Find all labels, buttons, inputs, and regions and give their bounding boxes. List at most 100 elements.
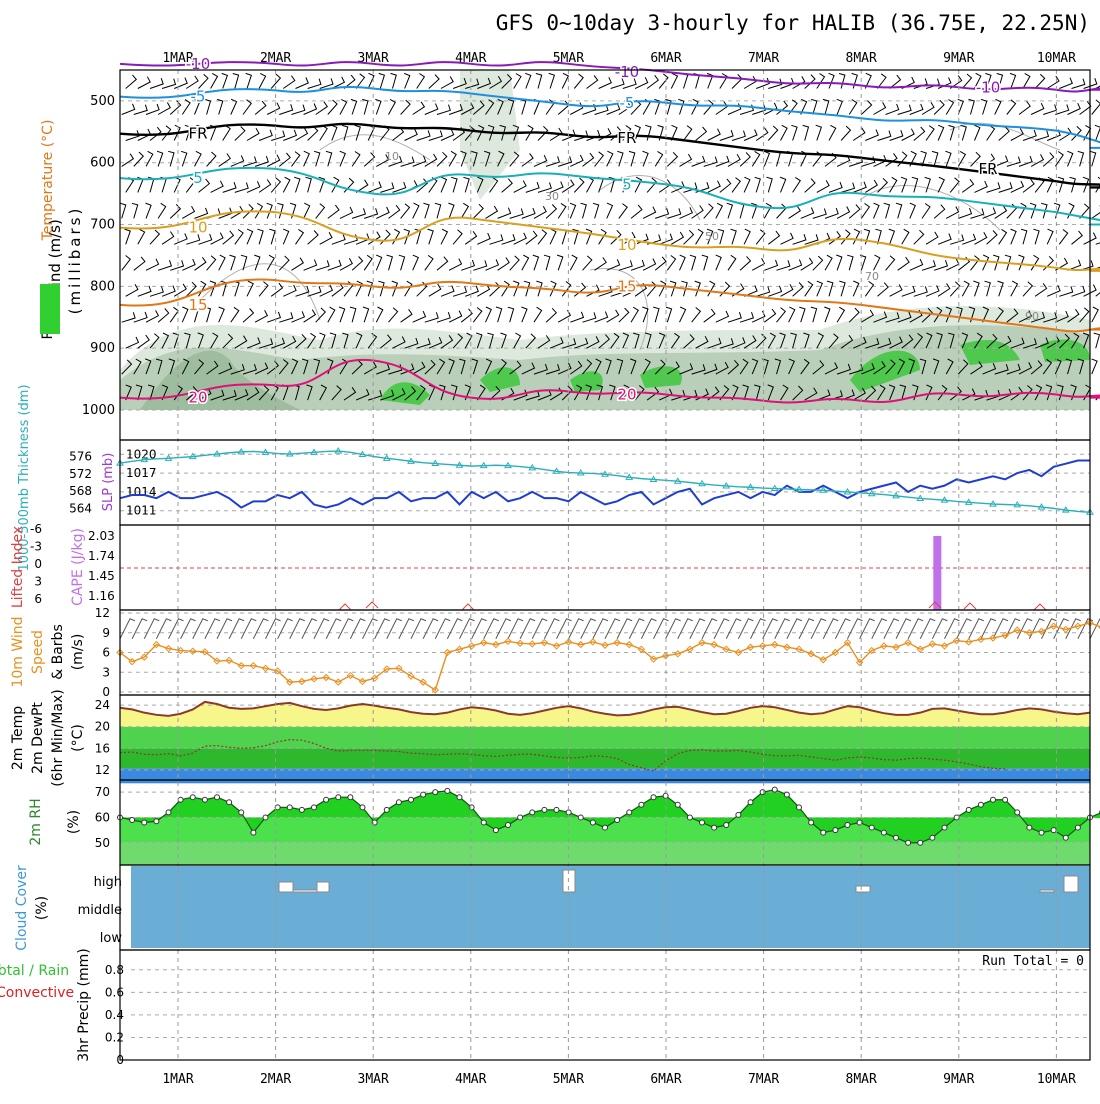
rh-marker <box>433 790 438 795</box>
wind-barb <box>946 259 959 270</box>
wind-barb <box>437 152 447 166</box>
surface-wind-barb <box>266 619 281 639</box>
wind-barbs-label: & Barbs <box>50 624 66 680</box>
wind-barb <box>461 203 468 218</box>
wind-barb <box>162 286 175 297</box>
wind-barb <box>890 177 897 192</box>
wind-barb <box>849 205 860 219</box>
wind-barb <box>817 281 823 296</box>
wind-barb <box>393 229 400 244</box>
surface-wind-barb <box>532 619 547 639</box>
wind-barb <box>853 182 866 193</box>
wind-barb <box>255 156 268 166</box>
wind-barb <box>328 307 335 322</box>
date-label-bottom: 9MAR <box>943 1072 974 1087</box>
wind-barb <box>647 178 656 193</box>
surface-wind-barb <box>811 619 826 639</box>
wind-barb <box>1068 103 1081 114</box>
wind-barb <box>950 178 959 193</box>
wind-barb <box>702 255 708 270</box>
wind-barb <box>1023 282 1032 297</box>
wind-barb <box>125 229 131 244</box>
surface-wind-barb <box>617 619 632 639</box>
wind-barb <box>961 125 967 140</box>
date-label-bottom: 10MAR <box>1037 1072 1076 1087</box>
rh-marker <box>675 802 680 807</box>
isotherm-label: FR <box>979 160 998 178</box>
isotherm-label: -5 <box>619 94 634 112</box>
rh-marker <box>251 830 256 835</box>
wind-barb <box>789 260 802 271</box>
wind-barb <box>296 128 308 140</box>
wind-barb <box>839 281 845 296</box>
wind-barb <box>985 281 991 296</box>
rh-marker <box>312 805 317 810</box>
rh-label: 30 <box>545 190 559 203</box>
wind-barb <box>1078 151 1084 166</box>
surface-wind-barb <box>605 619 620 639</box>
wind-barb <box>413 156 426 167</box>
wind-barb <box>825 208 838 218</box>
wind-barb <box>922 204 930 219</box>
wind-barb <box>981 99 987 114</box>
wind-barb <box>926 232 938 244</box>
wind-barb <box>926 79 939 89</box>
wind-barb <box>938 125 944 140</box>
wind-barb <box>874 203 880 218</box>
wind-barb <box>655 257 666 271</box>
wind-barb <box>1011 281 1018 296</box>
wind-barb <box>631 260 644 270</box>
wind-barb <box>279 153 290 166</box>
wind-barb <box>1072 79 1085 89</box>
wind-barb <box>362 99 368 114</box>
wind-barb <box>865 281 873 296</box>
wind-barb <box>853 128 865 141</box>
wind-barb <box>352 152 360 167</box>
rh-label: 70 <box>865 270 879 283</box>
wind-barb <box>720 179 731 192</box>
wind-barb <box>304 203 310 218</box>
wind-barb <box>308 127 318 141</box>
wind-barb <box>1023 73 1030 88</box>
wind-barb <box>546 205 556 219</box>
surface-wind-barb <box>872 619 887 639</box>
wind-barb <box>1059 230 1067 245</box>
wind-barb <box>425 312 438 322</box>
wind-barb <box>405 129 418 141</box>
wind-barb <box>777 308 786 323</box>
wind-barb <box>122 256 131 271</box>
wind-barb <box>534 206 546 218</box>
wind-barb <box>267 103 280 115</box>
wind-barb <box>853 229 859 244</box>
wind-barb <box>429 75 439 89</box>
wind-barb <box>764 151 770 166</box>
wind-barb <box>1011 181 1024 192</box>
wind-barb <box>910 203 916 218</box>
rh-marker <box>918 840 923 845</box>
wind-barb <box>781 233 794 244</box>
pressure-tick: 700 <box>90 218 115 233</box>
wind-barb <box>1092 100 1100 115</box>
wind-barb <box>1092 307 1099 322</box>
surface-wind-barb <box>920 619 935 639</box>
wind-tick: 6 <box>102 646 110 660</box>
thickness-tick: 564 <box>69 501 92 515</box>
wind-barb <box>546 308 556 322</box>
rh-marker <box>239 810 244 815</box>
wind-barb <box>463 177 469 192</box>
rh-marker <box>603 825 608 830</box>
li-marker <box>339 604 351 610</box>
wind-barb <box>235 230 243 245</box>
wind-barb <box>647 282 656 297</box>
surface-wind-barb <box>314 619 329 639</box>
wind-barb <box>356 281 362 296</box>
wind-barb <box>283 76 295 89</box>
wind-barb <box>827 281 833 296</box>
wind-barb <box>174 233 187 244</box>
rh-marker <box>1051 828 1056 833</box>
wind-barb <box>684 126 692 141</box>
wind-barb <box>643 151 649 166</box>
rh-marker <box>227 800 232 805</box>
surface-wind-barb <box>751 619 766 639</box>
wind-barb <box>1031 255 1039 270</box>
